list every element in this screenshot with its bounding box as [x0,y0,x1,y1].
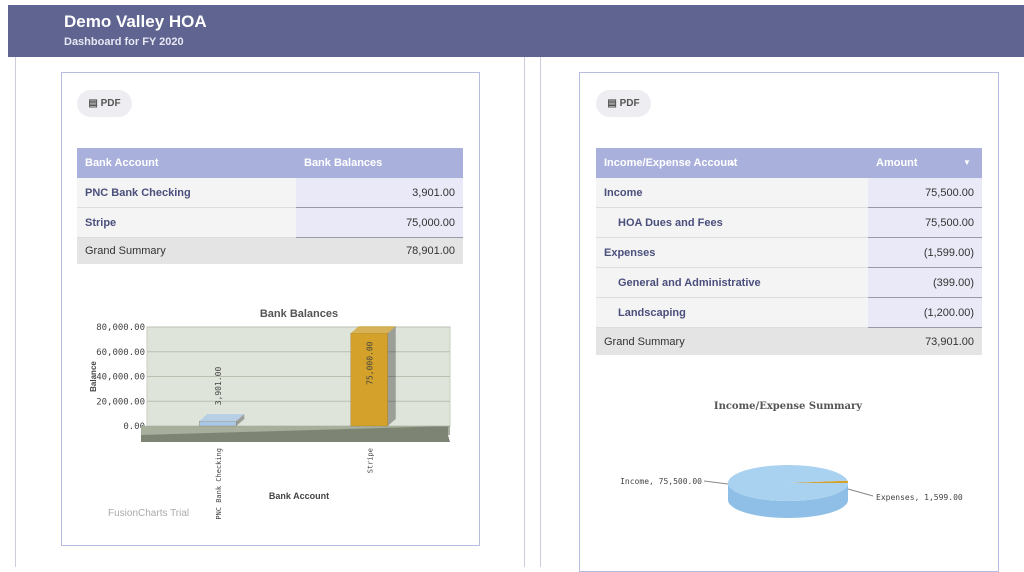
x-axis-label: Bank Account [269,491,329,501]
column-header: Amount [868,148,982,178]
bar-top [350,326,396,334]
y-tick-label: 80,000.00 [96,323,145,333]
pie-label: Expenses, 1,599.00 [876,493,963,502]
row-value: (399.00) [868,268,982,298]
header-subtitle: Dashboard for FY 2020 [64,36,184,48]
chart-title: Bank Balances [260,308,338,320]
row-value: 75,500.00 [868,178,982,208]
bar-top [199,414,245,422]
value-label: 3,901.00 [214,367,223,406]
bar [350,333,388,427]
pdf-button[interactable]: ▤ PDF [77,90,132,117]
left-card [61,72,480,546]
row-label: Income [596,178,868,208]
summary-label: Grand Summary [77,238,296,264]
row-label: Stripe [77,208,296,238]
summary-value: 78,901.00 [296,238,463,264]
bar [199,421,237,427]
summary-label: Grand Summary [596,328,868,355]
value-label: 75,000.00 [365,341,374,385]
row-value: (1,599.00) [868,238,982,268]
column-header: Income/Expense Account [596,148,868,178]
pie-side [728,483,848,518]
pdf-button[interactable]: ▤ PDF [596,90,651,117]
y-tick-label: 0.00 [123,422,145,432]
pie-slice [728,465,849,502]
sort-arrow[interactable]: ▼ [963,158,971,167]
x-tick-label: PNC Bank Checking [215,448,223,520]
right-panel [540,57,1010,567]
pie-label: Income, 75,500.00 [620,477,702,486]
row-label: Landscaping [596,298,868,328]
header-bar [8,5,1024,57]
y-tick-label: 40,000.00 [96,373,145,383]
floor-side [141,426,450,442]
y-tick-label: 60,000.00 [96,348,145,358]
watermark: FusionCharts Trial [108,508,189,519]
bar-side [387,326,396,426]
pdf-label: PDF [100,98,121,109]
column-header: Bank Balances [296,148,463,178]
row-value: (1,200.00) [868,298,982,328]
y-axis-label: Balance [89,361,98,392]
pdf-label: PDF [619,98,640,109]
left-panel [15,57,525,567]
column-header: Bank Account [77,148,296,178]
leader-line [703,480,729,485]
chart-title: Income/Expense Summary [714,401,863,412]
y-tick-label: 20,000.00 [96,397,145,407]
row-value: 75,000.00 [296,208,463,238]
sort-arrow[interactable]: ▲ [728,158,736,167]
summary-value: 73,901.00 [868,328,982,355]
x-tick-label: Stripe [366,448,374,473]
row-label: PNC Bank Checking [77,178,296,208]
header-title: Demo Valley HOA [64,12,207,31]
row-value: 3,901.00 [296,178,463,208]
row-value: 75,500.00 [868,208,982,238]
bar-side [236,414,245,426]
row-label: HOA Dues and Fees [596,208,868,238]
pie-slice [788,480,848,483]
leader-line [847,488,874,497]
row-label: General and Administrative [596,268,868,298]
row-label: Expenses [596,238,868,268]
